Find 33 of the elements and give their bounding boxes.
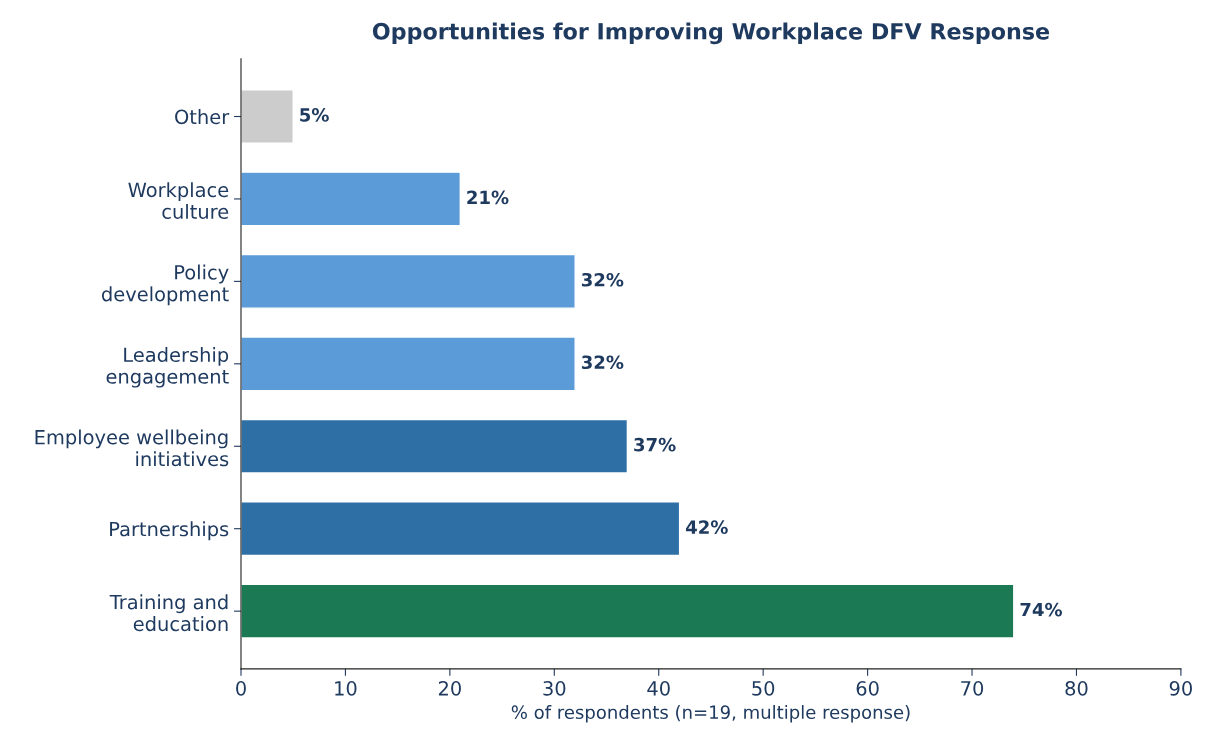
bar [241, 253, 576, 309]
x-tick-label: 90 [1169, 681, 1192, 696]
x-tick-label: 20 [438, 681, 461, 696]
chart-title: Opportunities for Improving Workplace DFV Response [372, 22, 1050, 45]
x-axis-title: % of respondents (n=19, multiple response) [511, 705, 910, 723]
x-tick-label: 0 [236, 681, 246, 696]
y-tick-label: Leadership engagement [106, 347, 229, 388]
data-label: 42% [685, 520, 728, 534]
bar [241, 336, 576, 392]
bar [241, 418, 629, 474]
y-tick-label: Workplace culture [128, 182, 229, 219]
x-tick-label: 80 [1065, 681, 1088, 696]
data-label: 32% [581, 272, 624, 287]
x-tick-label: 70 [961, 681, 984, 696]
data-label: 74% [1020, 602, 1063, 617]
y-tick-label: Other [175, 109, 230, 125]
x-tick-label: 30 [543, 681, 566, 696]
y-tick-label: Employee wellbeing initiatives [35, 429, 229, 467]
bar [241, 501, 681, 557]
data-label: 21% [467, 190, 509, 205]
data-label: 32% [581, 355, 624, 370]
bar [241, 89, 294, 144]
x-tick-label: 40 [647, 681, 670, 696]
data-label: 5% [300, 108, 329, 122]
bar [241, 171, 462, 227]
bar [241, 583, 1015, 639]
y-tick-label: Partnerships [110, 521, 229, 541]
x-tick-label: 60 [856, 681, 879, 696]
y-tick-label: Training and education [109, 594, 228, 632]
data-label: 37% [634, 437, 676, 452]
x-tick-label: 50 [752, 681, 775, 696]
x-tick-label: 10 [335, 681, 357, 696]
y-tick-label: Policy development [101, 264, 229, 306]
